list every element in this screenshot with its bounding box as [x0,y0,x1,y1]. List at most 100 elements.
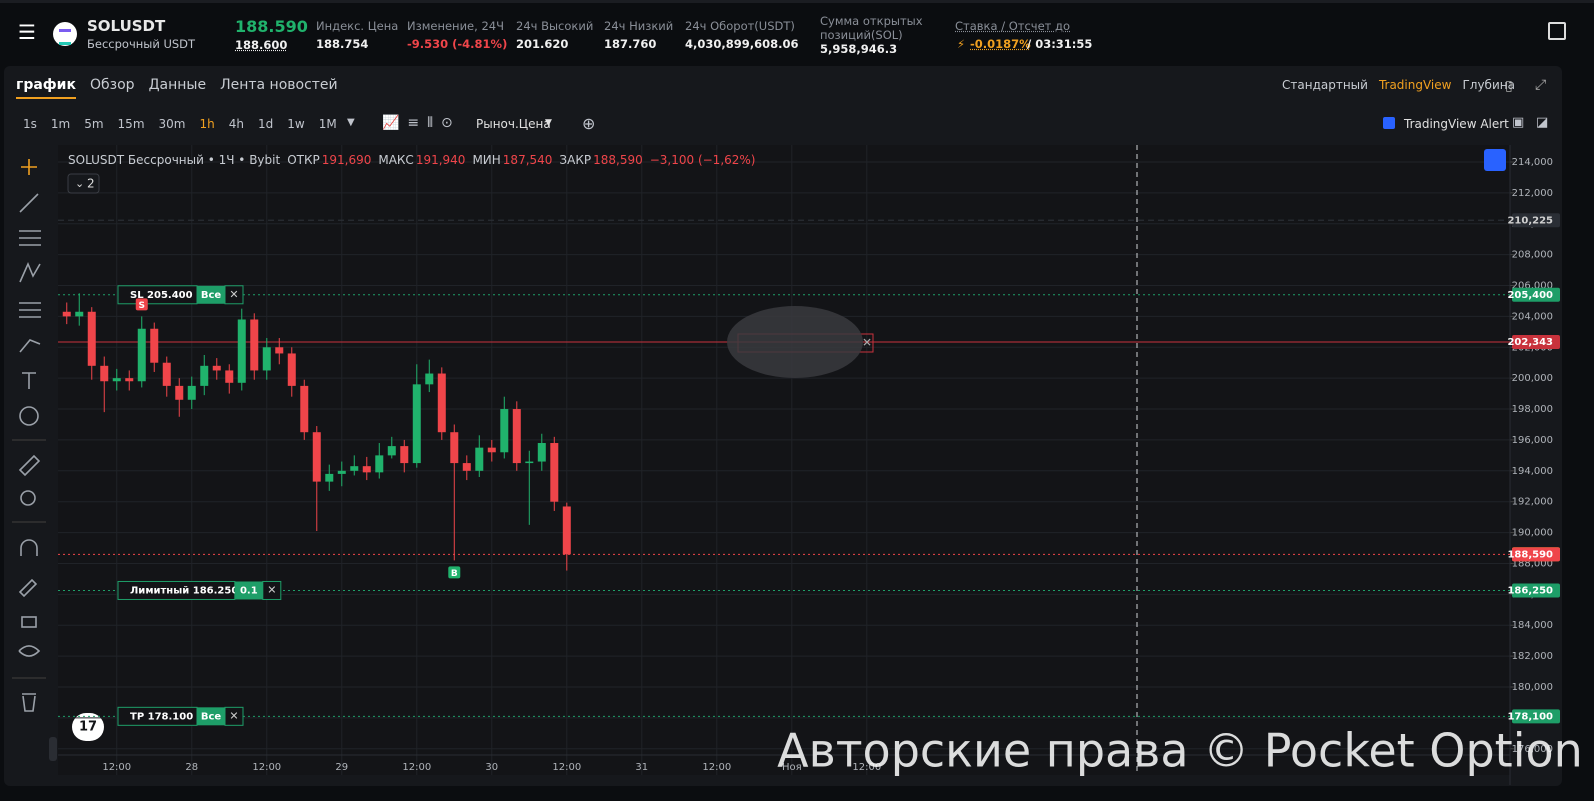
tab[interactable]: Данные [148,77,207,93]
tab[interactable]: график [16,77,76,99]
candle-body [550,443,559,502]
text-tool[interactable] [22,372,36,389]
y-tick-label: 206,000 [1512,281,1553,292]
lock-tool[interactable] [21,616,37,628]
candle-body [425,373,434,385]
order-tag-label: TP 178.100 [130,711,193,722]
zoom-tool[interactable] [20,490,36,506]
lock-draw-tool[interactable] [18,578,38,598]
interval[interactable]: 1M [318,117,337,131]
candle-body [250,319,259,371]
top-strip [0,0,1594,3]
candle-body [475,447,484,471]
tv-logo [72,713,104,741]
x-tick-label: 12:00 [852,762,881,773]
legend-close-label: ЗАКР [559,153,591,167]
indicator-toggle[interactable] [67,173,100,194]
split-icon[interactable]: ▯ [1505,78,1513,94]
price-label: 188,590 [1507,549,1553,560]
tabs: график Обзор Данные Лента новостей [16,77,338,99]
ruler-tool[interactable] [18,454,41,477]
order-close[interactable]: ✕ [862,336,872,350]
dropdown-caret[interactable]: ▼ [347,117,355,128]
tv-logo-text: 17 [79,720,97,735]
interval[interactable]: 4h [228,117,244,131]
candle-body [325,473,334,482]
candle-body [375,455,384,473]
view-option[interactable]: Глубина [1462,78,1515,92]
trade-marker [135,298,148,311]
x-tick-label: 12:00 [402,762,431,773]
y-tick-label: 182,000 [1512,651,1553,662]
price-label: 210,225 [1507,215,1553,226]
price-type[interactable]: Рыноч.Цена [476,117,551,131]
stat-label: 24ч Высокий [516,19,594,33]
candle-body [125,378,134,382]
interval[interactable]: 1m [50,117,71,131]
visibility-tool[interactable] [18,645,41,657]
tab[interactable]: Обзор [90,77,135,93]
candle-body [487,447,496,453]
legend-low-label: МИН [472,153,500,167]
x-tick-label: 29 [335,762,348,773]
tab[interactable]: Лента новостей [220,77,338,93]
camera-icon[interactable]: ▣ [1512,115,1525,130]
subtitle: Бессрочный USDT [87,37,196,51]
add-indicator[interactable]: ⊕ [582,114,596,133]
line-tool[interactable] [19,193,39,213]
x-tick-label: 28 [185,762,198,773]
funding-icon: ⚡ [957,37,966,51]
pattern-tool[interactable] [19,261,41,283]
stat-value: -9.530 (-4.81%) [407,37,508,51]
alert-button[interactable]: TradingView Alert [1404,117,1509,131]
trade-marker-label: S [139,301,145,311]
sync-button[interactable] [1484,149,1506,171]
interval[interactable]: 1h [199,117,215,131]
stat-value: 188.754 [316,37,369,51]
interval[interactable]: 1d [257,117,274,131]
tool-icons[interactable]: 📈≡⫴⊙ [382,115,461,131]
dropdown-caret[interactable]: ▼ [545,118,552,128]
alert-icon [1383,117,1395,129]
fib-tool[interactable] [19,230,41,246]
funding-rate: -0.0187% [970,37,1031,51]
view-option[interactable]: Стандартный [1282,78,1368,92]
interval[interactable]: 5m [84,117,104,131]
brush-tool[interactable] [19,339,41,353]
candle-body [162,362,171,386]
funding-countdown: / 03:31:55 [1027,37,1093,51]
view-option[interactable]: TradingView [1378,78,1452,92]
projection-tool[interactable] [19,302,41,318]
y-tick-label: 192,000 [1512,497,1553,508]
interval[interactable]: 1w [287,117,305,131]
price-label: 178,100 [1507,711,1553,722]
stat-value: 187.760 [604,37,657,51]
order-tag-action: Все [201,290,222,301]
stat-label: Сумма открытых позиций(SOL) [820,14,923,42]
emoji-tool[interactable] [19,406,39,426]
expand-icon[interactable]: ⤢ [1535,77,1547,93]
interval[interactable]: 15m [117,117,145,131]
x-tick-label: 30 [485,762,498,773]
stat-label: 24ч Низкий [604,19,674,33]
interval[interactable]: 30m [158,117,186,131]
symbol[interactable]: SOLUSDT [87,17,166,35]
order-tag-action: 0.1 [240,585,258,596]
price-label-bg [1512,709,1560,724]
candle-body [225,370,234,383]
order-tag-action: Все [201,711,222,722]
interval[interactable]: 1s [23,117,37,131]
price-label: 186,250 [1507,585,1553,596]
stat-value: 5,958,946.3 [820,42,898,56]
crosshair-tool[interactable] [21,159,37,175]
price-label: 205,400 [1507,290,1553,301]
menu-icon[interactable]: ☰ [18,20,36,44]
collapse-toolbar[interactable] [49,737,57,761]
candle-body [312,432,321,482]
layout-icon[interactable] [1548,22,1566,40]
magnet-tool[interactable] [20,539,38,556]
fullscreen-icon[interactable]: ◪ [1536,115,1549,130]
trade-marker-label: B [451,569,458,579]
delete-tool[interactable] [22,693,36,712]
candle-body [350,466,359,471]
